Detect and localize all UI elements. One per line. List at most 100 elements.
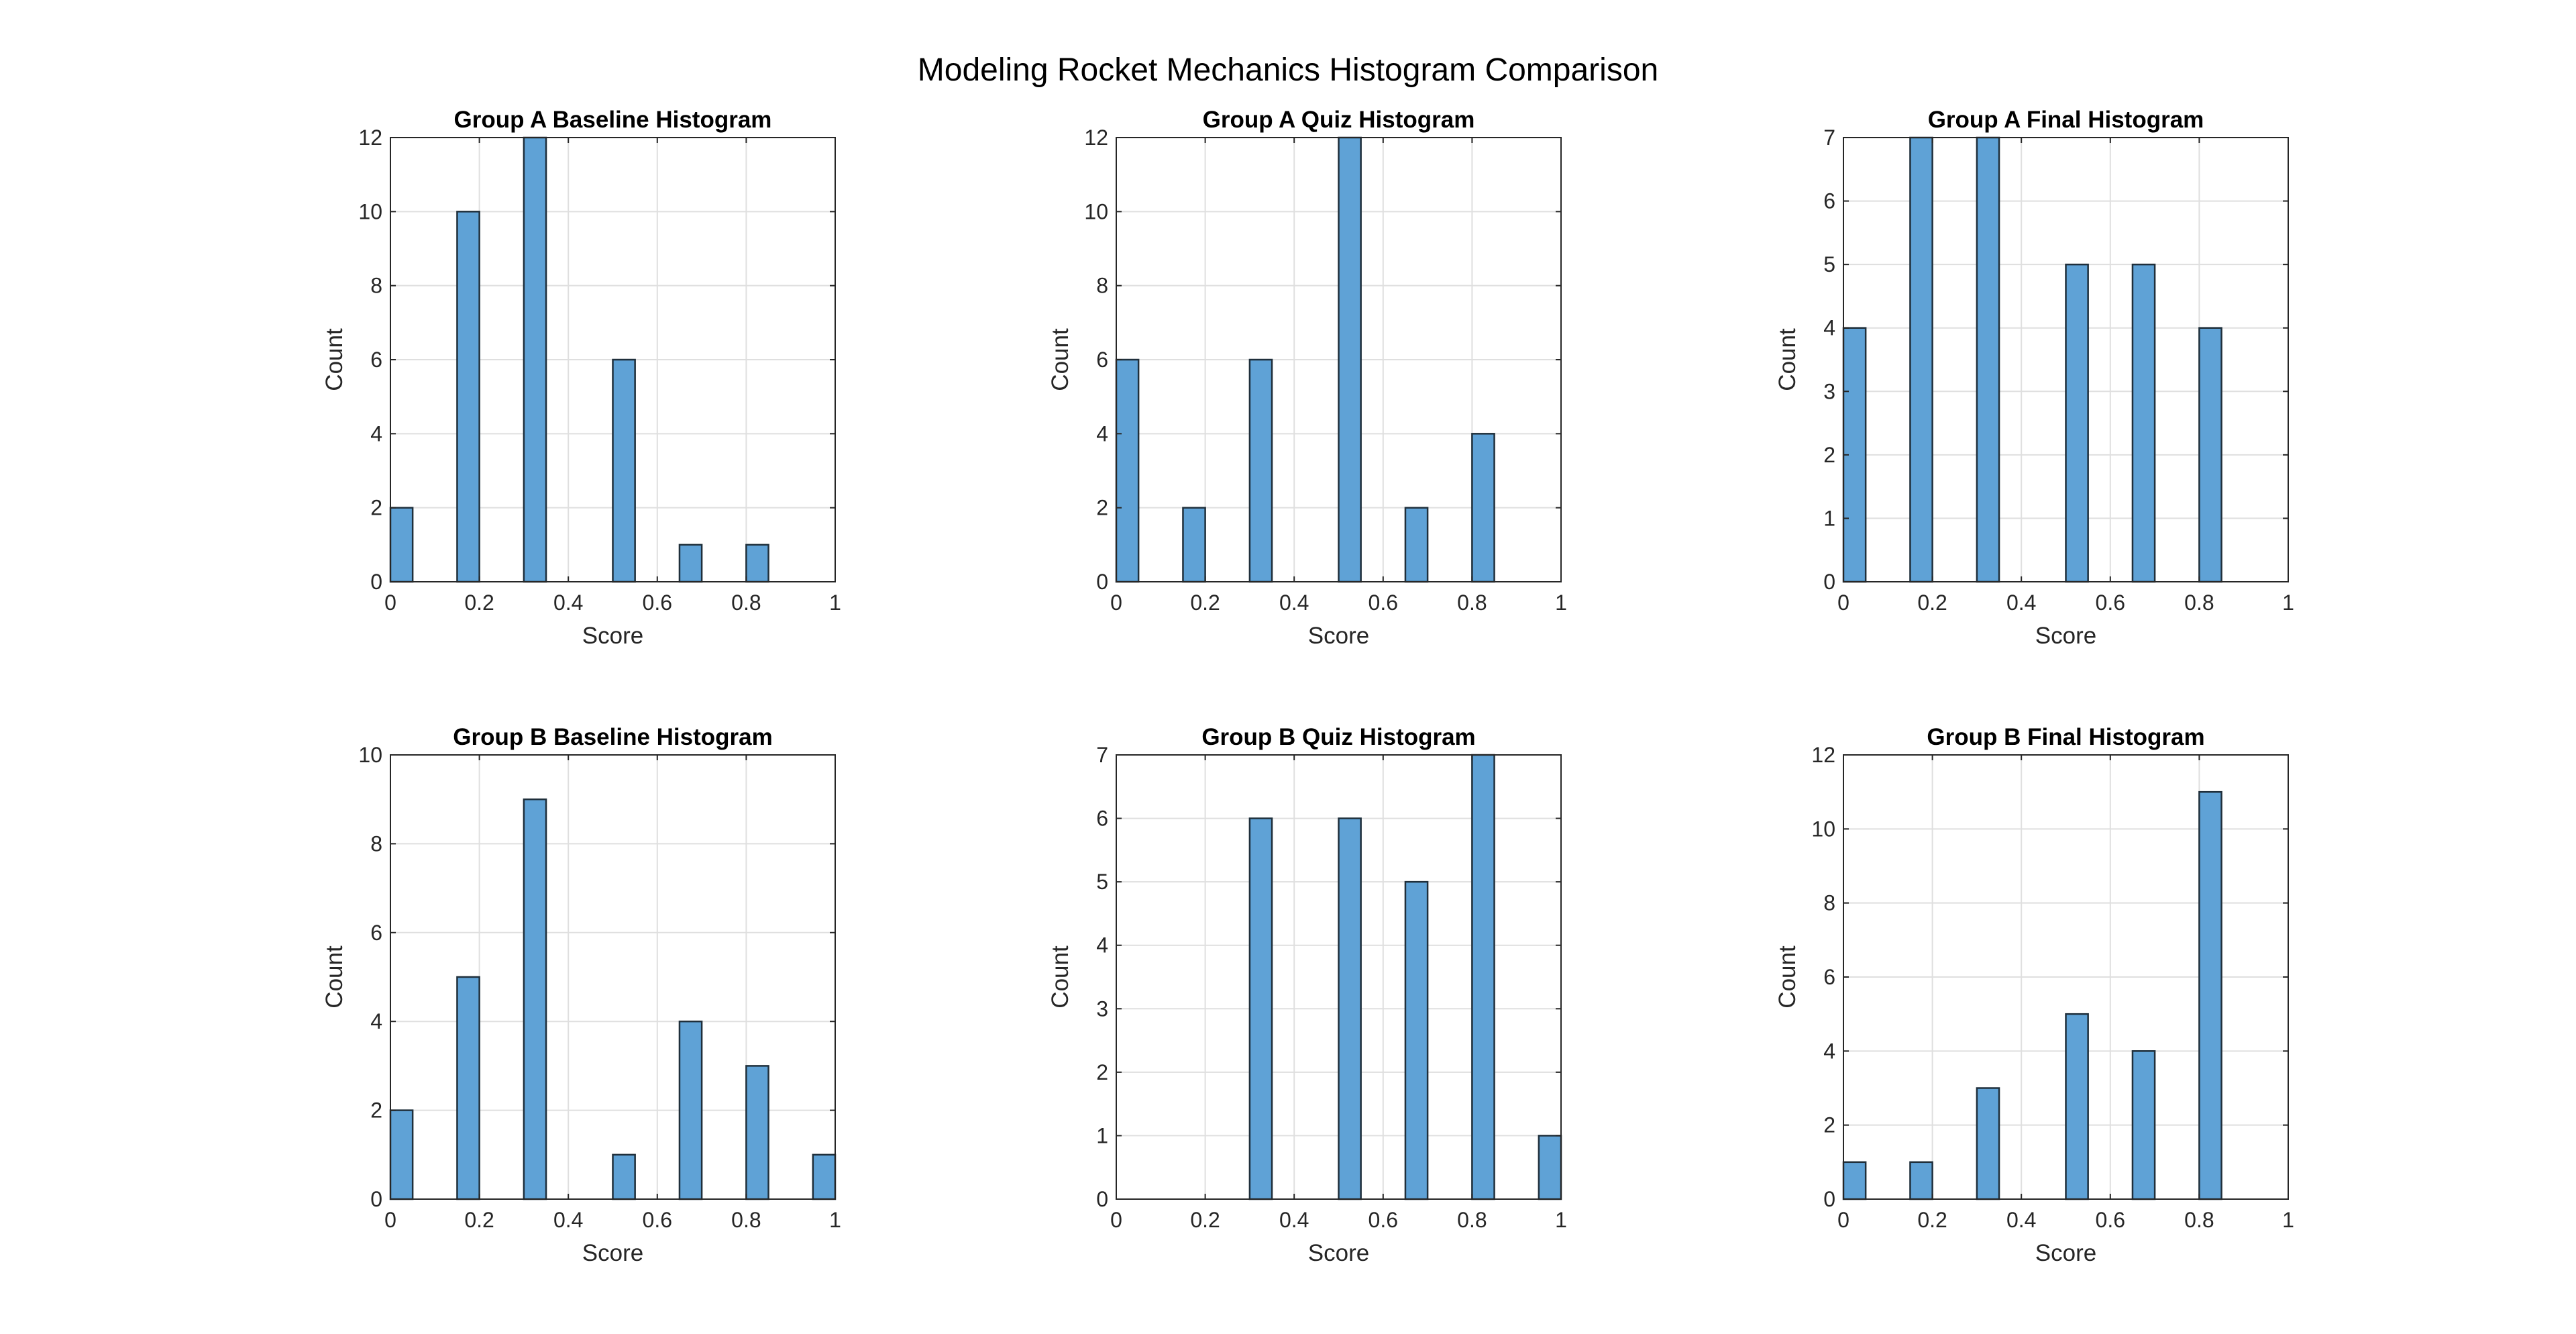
histogram-bar	[745, 1065, 769, 1200]
histogram-bar	[1338, 136, 1362, 583]
histogram-bar	[2065, 263, 2089, 583]
y-axis-label: Count	[1774, 328, 1801, 391]
histogram-bar	[1248, 817, 1273, 1200]
x-tick-label: 0.8	[2184, 591, 2214, 615]
x-tick-label: 0.8	[731, 1208, 761, 1232]
histogram-bar	[389, 1109, 414, 1200]
y-tick-label: 1	[1096, 1123, 1108, 1147]
x-tick-label: 0.8	[2184, 1208, 2214, 1232]
y-tick-label: 8	[1096, 274, 1108, 298]
histogram-bar	[1909, 136, 1933, 583]
y-tick-label: 12	[1811, 743, 1835, 767]
x-tick-label: 0.4	[2006, 1208, 2036, 1232]
y-tick-label: 1	[1823, 506, 1835, 530]
y-axis-label: Count	[321, 328, 347, 391]
y-tick-label: 3	[1096, 996, 1108, 1021]
y-tick-label: 10	[1084, 199, 1108, 223]
panel-title: Group B Quiz Histogram	[1201, 724, 1475, 750]
x-tick-label: 1	[829, 591, 841, 615]
y-axis-label: Count	[1047, 945, 1073, 1009]
x-tick-label: 0.6	[643, 1208, 672, 1232]
histogram-bar	[1471, 754, 1495, 1200]
y-axis-label: Count	[1774, 945, 1801, 1009]
y-tick-label: 10	[358, 743, 382, 767]
y-tick-label: 5	[1096, 870, 1108, 894]
y-tick-label: 2	[1823, 1113, 1835, 1137]
y-tick-label: 4	[370, 421, 382, 446]
histogram-bar	[1248, 358, 1273, 583]
histogram-bar	[678, 544, 703, 583]
histogram-bar	[2131, 1050, 2156, 1200]
y-tick-label: 8	[370, 274, 382, 298]
x-tick-label: 1	[1555, 591, 1567, 615]
y-tick-label: 2	[1096, 496, 1108, 520]
y-tick-label: 0	[1096, 570, 1108, 594]
y-tick-label: 10	[1811, 817, 1835, 841]
histogram-bar	[456, 211, 480, 583]
y-tick-label: 0	[370, 570, 382, 594]
panel-title: Group A Baseline Histogram	[454, 107, 772, 133]
x-tick-label: 0	[384, 591, 396, 615]
panel-title: Group A Quiz Histogram	[1203, 107, 1475, 133]
y-tick-label: 7	[1823, 125, 1835, 150]
figure-title: Modeling Rocket Mechanics Histogram Comp…	[918, 52, 1658, 88]
histogram-bar	[612, 1153, 636, 1200]
histogram-bar	[812, 1153, 837, 1200]
x-tick-label: 0	[1837, 1208, 1849, 1232]
x-tick-label: 0.2	[1190, 591, 1220, 615]
histogram-bar	[1115, 358, 1140, 583]
y-tick-label: 4	[1823, 316, 1835, 340]
y-tick-label: 8	[370, 831, 382, 856]
y-tick-label: 6	[370, 921, 382, 945]
histogram-bar	[1842, 1161, 1867, 1200]
x-axis-label: Score	[2035, 1240, 2096, 1266]
x-axis-label: Score	[582, 1240, 643, 1266]
y-tick-label: 6	[1096, 807, 1108, 831]
y-tick-label: 6	[1096, 348, 1108, 372]
x-tick-label: 0.2	[464, 591, 494, 615]
histogram-bar	[1976, 1087, 2000, 1200]
x-tick-label: 0.2	[1917, 591, 1947, 615]
histogram-bar	[1471, 433, 1495, 583]
histogram-bar	[2131, 263, 2156, 583]
y-tick-label: 6	[1823, 965, 1835, 989]
x-tick-label: 0.2	[1190, 1208, 1220, 1232]
y-tick-label: 2	[370, 1098, 382, 1123]
x-tick-label: 0.4	[553, 591, 583, 615]
y-tick-label: 12	[358, 125, 382, 150]
histogram-bar	[612, 358, 636, 583]
y-tick-label: 10	[358, 199, 382, 223]
y-tick-label: 4	[1096, 421, 1108, 446]
y-tick-label: 6	[370, 348, 382, 372]
axes-box	[390, 754, 836, 1200]
histogram-bar	[2198, 327, 2222, 583]
histogram-panel: 0 0.2 0.4 0.6 0.8 1 0 1 2 3 4 5 6 7 Group A Final Hist…	[1774, 107, 2294, 649]
y-tick-label: 2	[1096, 1060, 1108, 1084]
histogram-bar	[1182, 507, 1206, 583]
y-tick-label: 0	[1823, 1187, 1835, 1211]
x-tick-label: 0.4	[1279, 591, 1309, 615]
x-tick-label: 0.6	[1368, 591, 1398, 615]
y-tick-label: 4	[370, 1009, 382, 1033]
x-tick-label: 0	[1837, 591, 1849, 615]
x-tick-label: 0	[1110, 1208, 1122, 1232]
y-tick-label: 8	[1823, 891, 1835, 915]
y-tick-label: 5	[1823, 252, 1835, 276]
histogram-bar	[678, 1020, 703, 1200]
x-tick-label: 0.2	[1917, 1208, 1947, 1232]
x-tick-label: 0.2	[464, 1208, 494, 1232]
x-tick-label: 0.4	[1279, 1208, 1309, 1232]
panel-title: Group B Baseline Histogram	[453, 724, 772, 750]
x-tick-label: 1	[2282, 591, 2294, 615]
y-axis-label: Count	[1047, 328, 1073, 391]
x-axis-label: Score	[1308, 623, 1369, 649]
y-tick-label: 3	[1823, 379, 1835, 403]
y-tick-label: 2	[1823, 443, 1835, 467]
x-tick-label: 1	[829, 1208, 841, 1232]
axes-box	[1843, 137, 2289, 582]
